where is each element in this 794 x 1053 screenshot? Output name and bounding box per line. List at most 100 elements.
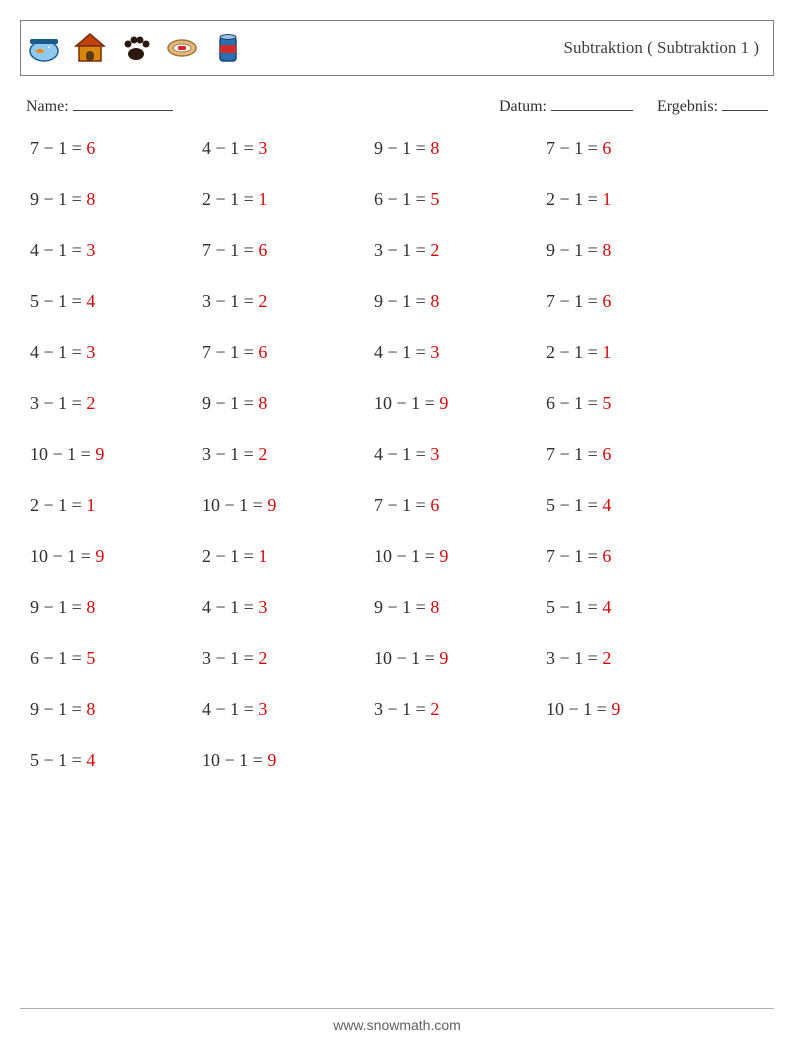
header-box: Subtraktion ( Subtraktion 1 ): [20, 20, 774, 76]
problem-expression: 10 − 1 =: [374, 546, 439, 566]
problem-cell: 7 − 1 = 6: [192, 240, 364, 261]
problem-answer: 2: [430, 699, 439, 719]
problem-answer: 1: [86, 495, 95, 515]
problem-expression: 2 − 1 =: [546, 342, 602, 362]
result-blank: [722, 96, 768, 111]
problem-answer: 5: [86, 648, 95, 668]
problem-answer: 6: [258, 342, 267, 362]
problem-answer: 2: [430, 240, 439, 260]
problem-row: 2 − 1 = 110 − 1 = 97 − 1 = 65 − 1 = 4: [20, 495, 774, 516]
problem-answer: 8: [430, 138, 439, 158]
doghouse-icon: [73, 31, 107, 65]
problem-row: 4 − 1 = 37 − 1 = 64 − 1 = 32 − 1 = 1: [20, 342, 774, 363]
worksheet-title: Subtraktion ( Subtraktion 1 ): [564, 38, 765, 58]
problem-expression: 9 − 1 =: [30, 699, 86, 719]
problem-answer: 8: [430, 291, 439, 311]
problem-expression: 10 − 1 =: [202, 495, 267, 515]
problem-expression: 2 − 1 =: [202, 189, 258, 209]
problem-answer: 2: [602, 648, 611, 668]
problem-cell: 10 − 1 = 9: [364, 546, 536, 567]
problem-answer: 4: [602, 597, 611, 617]
problem-cell: 3 − 1 = 2: [192, 291, 364, 312]
problem-cell: 9 − 1 = 8: [536, 240, 708, 261]
problem-cell: 4 − 1 = 3: [20, 342, 192, 363]
problem-row: 6 − 1 = 53 − 1 = 210 − 1 = 93 − 1 = 2: [20, 648, 774, 669]
problem-cell: 9 − 1 = 8: [364, 138, 536, 159]
problem-answer: 8: [258, 393, 267, 413]
problem-expression: 3 − 1 =: [202, 648, 258, 668]
problem-row: 9 − 1 = 84 − 1 = 33 − 1 = 210 − 1 = 9: [20, 699, 774, 720]
can-icon: [211, 31, 245, 65]
problem-answer: 9: [439, 546, 448, 566]
problem-expression: 2 − 1 =: [546, 189, 602, 209]
problem-expression: 5 − 1 =: [30, 750, 86, 770]
problem-expression: 9 − 1 =: [30, 597, 86, 617]
problem-expression: 4 − 1 =: [374, 342, 430, 362]
problem-cell: 2 − 1 = 1: [20, 495, 192, 516]
collar-icon: [165, 31, 199, 65]
problem-cell: 9 − 1 = 8: [20, 189, 192, 210]
result-field: Ergebnis:: [657, 96, 768, 116]
problem-cell: 9 − 1 = 8: [364, 597, 536, 618]
problem-expression: 3 − 1 =: [546, 648, 602, 668]
problem-cell: 7 − 1 = 6: [364, 495, 536, 516]
problem-expression: 10 − 1 =: [30, 444, 95, 464]
problem-cell: 7 − 1 = 6: [536, 444, 708, 465]
problem-answer: 3: [86, 342, 95, 362]
problem-cell: 10 − 1 = 9: [20, 444, 192, 465]
problem-expression: 7 − 1 =: [202, 240, 258, 260]
problem-answer: 1: [602, 342, 611, 362]
problem-expression: 4 − 1 =: [202, 597, 258, 617]
problem-expression: 9 − 1 =: [30, 189, 86, 209]
problem-answer: 3: [258, 138, 267, 158]
problem-answer: 9: [95, 546, 104, 566]
problem-cell: 2 − 1 = 1: [536, 342, 708, 363]
problem-expression: 7 − 1 =: [374, 495, 430, 515]
problem-answer: 8: [86, 699, 95, 719]
problem-cell: 7 − 1 = 6: [20, 138, 192, 159]
problem-cell: 9 − 1 = 8: [364, 291, 536, 312]
problem-answer: 9: [95, 444, 104, 464]
problem-expression: 4 − 1 =: [30, 240, 86, 260]
problem-expression: 4 − 1 =: [202, 138, 258, 158]
problem-answer: 9: [439, 648, 448, 668]
problem-expression: 9 − 1 =: [546, 240, 602, 260]
problem-answer: 8: [430, 597, 439, 617]
problem-answer: 3: [86, 240, 95, 260]
problem-answer: 3: [430, 342, 439, 362]
problem-cell: 9 − 1 = 8: [192, 393, 364, 414]
problem-expression: 4 − 1 =: [202, 699, 258, 719]
problem-expression: 7 − 1 =: [546, 291, 602, 311]
problem-cell: 2 − 1 = 1: [536, 189, 708, 210]
problem-answer: 6: [258, 240, 267, 260]
name-blank: [73, 96, 173, 111]
problem-cell: 5 − 1 = 4: [536, 495, 708, 516]
problem-answer: 8: [602, 240, 611, 260]
header-icons: [27, 31, 245, 65]
problem-cell: 2 − 1 = 1: [192, 546, 364, 567]
problem-answer: 1: [258, 546, 267, 566]
problem-answer: 4: [86, 291, 95, 311]
problem-cell: 4 − 1 = 3: [364, 444, 536, 465]
problem-cell: 10 − 1 = 9: [192, 495, 364, 516]
problem-cell: 5 − 1 = 4: [20, 291, 192, 312]
problem-expression: 6 − 1 =: [546, 393, 602, 413]
problem-row: 9 − 1 = 84 − 1 = 39 − 1 = 85 − 1 = 4: [20, 597, 774, 618]
problem-row: 7 − 1 = 64 − 1 = 39 − 1 = 87 − 1 = 6: [20, 138, 774, 159]
problem-expression: 10 − 1 =: [374, 648, 439, 668]
footer-url: www.snowmath.com: [20, 1008, 774, 1033]
problem-answer: 1: [258, 189, 267, 209]
problem-cell: 6 − 1 = 5: [364, 189, 536, 210]
problems-grid: 7 − 1 = 64 − 1 = 39 − 1 = 87 − 1 = 69 − …: [20, 116, 774, 771]
problem-cell: 7 − 1 = 6: [536, 291, 708, 312]
problem-expression: 5 − 1 =: [546, 495, 602, 515]
problem-cell: 6 − 1 = 5: [20, 648, 192, 669]
problem-expression: 3 − 1 =: [30, 393, 86, 413]
problem-answer: 6: [602, 291, 611, 311]
problem-expression: 3 − 1 =: [374, 699, 430, 719]
problem-answer: 9: [439, 393, 448, 413]
problem-cell: 4 − 1 = 3: [192, 138, 364, 159]
problem-cell: 7 − 1 = 6: [536, 138, 708, 159]
name-field: Name:: [26, 96, 173, 116]
problem-answer: 5: [602, 393, 611, 413]
